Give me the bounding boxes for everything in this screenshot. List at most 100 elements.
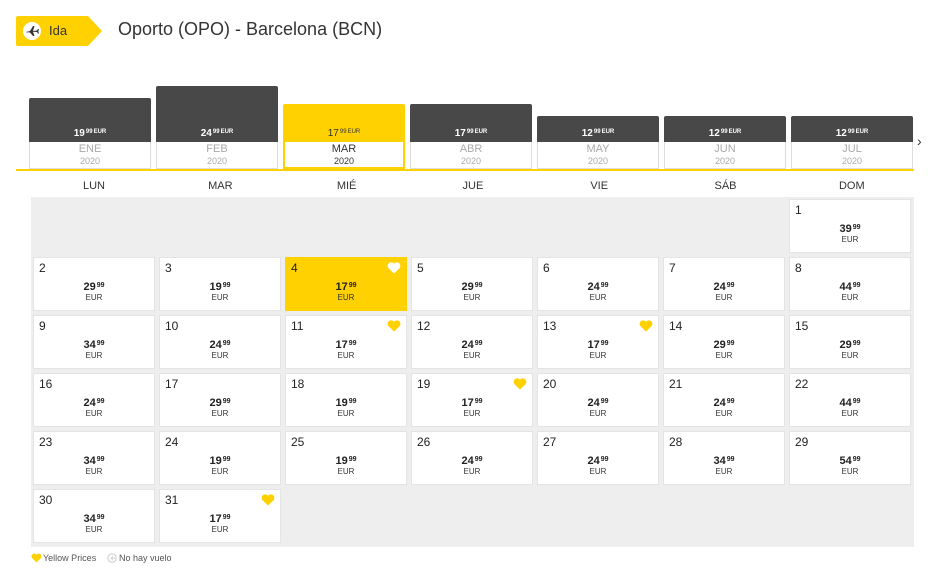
day-cell[interactable]: 1 3999 EUR — [789, 199, 911, 253]
month-year: 2020 — [333, 156, 355, 166]
day-cell[interactable]: 27 2499 EUR — [537, 431, 659, 485]
day-currency: EUR — [85, 467, 103, 476]
month-year: 2020 — [587, 156, 609, 166]
month-price: 2499EUR — [156, 128, 278, 139]
day-number: 5 — [417, 261, 424, 275]
next-months-arrow[interactable]: › — [917, 133, 922, 149]
day-cell[interactable]: 9 3499 EUR — [33, 315, 155, 369]
weekday-label: VIE — [590, 180, 609, 192]
day-cell[interactable]: 18 1999 EUR — [285, 373, 407, 427]
month-price-bar: 2499EUR — [156, 86, 278, 142]
day-price-main: 24 — [83, 397, 96, 409]
month-price-bar: 1299EUR — [537, 116, 659, 142]
month-feb[interactable]: 2499EUR FEB 2020 — [156, 86, 278, 169]
day-price-cents: 99 — [222, 340, 231, 347]
day-cell[interactable]: 28 3499 EUR — [663, 431, 785, 485]
day-cell[interactable]: 11 1799 EUR — [285, 315, 407, 369]
day-cell[interactable]: 13 1799 EUR — [537, 315, 659, 369]
day-number: 3 — [165, 261, 172, 275]
day-price-main: 24 — [713, 281, 726, 293]
day-number: 6 — [543, 261, 550, 275]
day-currency: EUR — [85, 293, 103, 302]
day-price-cents: 99 — [474, 282, 483, 289]
day-currency: EUR — [211, 351, 229, 360]
day-price-cents: 99 — [348, 456, 357, 463]
month-name: ABR — [459, 143, 483, 155]
day-number: 26 — [417, 435, 431, 449]
day-cell[interactable]: 26 2499 EUR — [411, 431, 533, 485]
day-cell[interactable]: 21 2499 EUR — [663, 373, 785, 427]
day-cell[interactable]: 14 2999 EUR — [663, 315, 785, 369]
day-number: 16 — [39, 377, 53, 391]
day-price-cents: 99 — [474, 340, 483, 347]
month-price: 1299EUR — [537, 128, 659, 139]
month-year: 2020 — [79, 156, 101, 166]
day-currency: EUR — [841, 351, 859, 360]
day-cell[interactable]: 4 1799 EUR — [285, 257, 407, 311]
legend-yellow-prices-label: Yellow Prices — [43, 553, 97, 563]
day-cell[interactable]: 16 2499 EUR — [33, 373, 155, 427]
day-cell[interactable]: 17 2999 EUR — [159, 373, 281, 427]
day-cell[interactable]: 8 4499 EUR — [789, 257, 911, 311]
calendar-grid: 1 3999 EUR 2 2999 EUR 3 1999 EUR 4 1799 EUR 5 2999 EUR… — [31, 197, 914, 547]
day-price-cents: 99 — [852, 282, 861, 289]
day-price-cents: 99 — [96, 398, 105, 405]
day-cell[interactable]: 31 1799 EUR — [159, 489, 281, 543]
day-cell[interactable]: 15 2999 EUR — [789, 315, 911, 369]
day-price: 2499 — [538, 396, 658, 409]
day-price: 2499 — [538, 454, 658, 467]
route-title: Oporto (OPO) - Barcelona (BCN) — [118, 19, 383, 39]
day-number: 14 — [669, 319, 683, 333]
day-price: 1999 — [286, 396, 406, 409]
day-price-main: 24 — [587, 455, 600, 467]
month-price: 1299EUR — [791, 128, 913, 139]
day-price-cents: 99 — [600, 456, 609, 463]
direction-tag[interactable]: Ida — [16, 16, 102, 46]
day-cell[interactable]: 20 2499 EUR — [537, 373, 659, 427]
month-jul[interactable]: 1299EUR JUL 2020 — [791, 116, 913, 169]
day-price-main: 29 — [839, 339, 852, 351]
day-currency: EUR — [715, 409, 733, 418]
day-cell[interactable]: 22 4499 EUR — [789, 373, 911, 427]
day-cell[interactable]: 7 2499 EUR — [663, 257, 785, 311]
weekday-label: DOM — [838, 180, 865, 192]
day-cell[interactable]: 6 2499 EUR — [537, 257, 659, 311]
day-cell[interactable]: 3 1999 EUR — [159, 257, 281, 311]
month-price-bar: 1999EUR — [29, 98, 151, 142]
month-price-bar: 1299EUR — [664, 116, 786, 142]
heart-icon — [31, 553, 42, 563]
month-jun[interactable]: 1299EUR JUN 2020 — [664, 116, 786, 169]
month-mar[interactable]: 1799EUR MAR 2020 — [283, 104, 405, 169]
day-price-cents: 99 — [96, 340, 105, 347]
day-cell[interactable]: 25 1999 EUR — [285, 431, 407, 485]
day-price: 2999 — [412, 280, 532, 293]
day-cell[interactable]: 10 2499 EUR — [159, 315, 281, 369]
day-price-main: 19 — [335, 397, 348, 409]
day-cell[interactable]: 5 2999 EUR — [411, 257, 533, 311]
month-label: MAR 2020 — [283, 142, 405, 169]
day-price: 2499 — [664, 280, 784, 293]
day-price-main: 44 — [839, 281, 852, 293]
day-cell[interactable]: 19 1799 EUR — [411, 373, 533, 427]
day-price-cents: 99 — [600, 340, 609, 347]
day-cell[interactable]: 30 3499 EUR — [33, 489, 155, 543]
day-price-main: 39 — [839, 223, 852, 235]
day-price-main: 17 — [335, 281, 348, 293]
day-currency: EUR — [211, 293, 229, 302]
month-price: 1999EUR — [29, 128, 151, 139]
month-abr[interactable]: 1799EUR ABR 2020 — [410, 104, 532, 169]
day-price-cents: 99 — [96, 456, 105, 463]
month-selector-baseline — [16, 169, 914, 171]
day-cell[interactable]: 2 2999 EUR — [33, 257, 155, 311]
day-cell[interactable]: 23 3499 EUR — [33, 431, 155, 485]
day-number: 29 — [795, 435, 809, 449]
month-may[interactable]: 1299EUR MAY 2020 — [537, 116, 659, 169]
day-currency: EUR — [589, 409, 607, 418]
day-cell[interactable]: 24 1999 EUR — [159, 431, 281, 485]
day-price-main: 19 — [335, 455, 348, 467]
day-price: 1799 — [160, 512, 280, 525]
month-ene[interactable]: 1999EUR ENE 2020 — [29, 98, 151, 169]
day-cell[interactable]: 29 5499 EUR — [789, 431, 911, 485]
day-cell[interactable]: 12 2499 EUR — [411, 315, 533, 369]
airplane-icon — [23, 22, 41, 40]
